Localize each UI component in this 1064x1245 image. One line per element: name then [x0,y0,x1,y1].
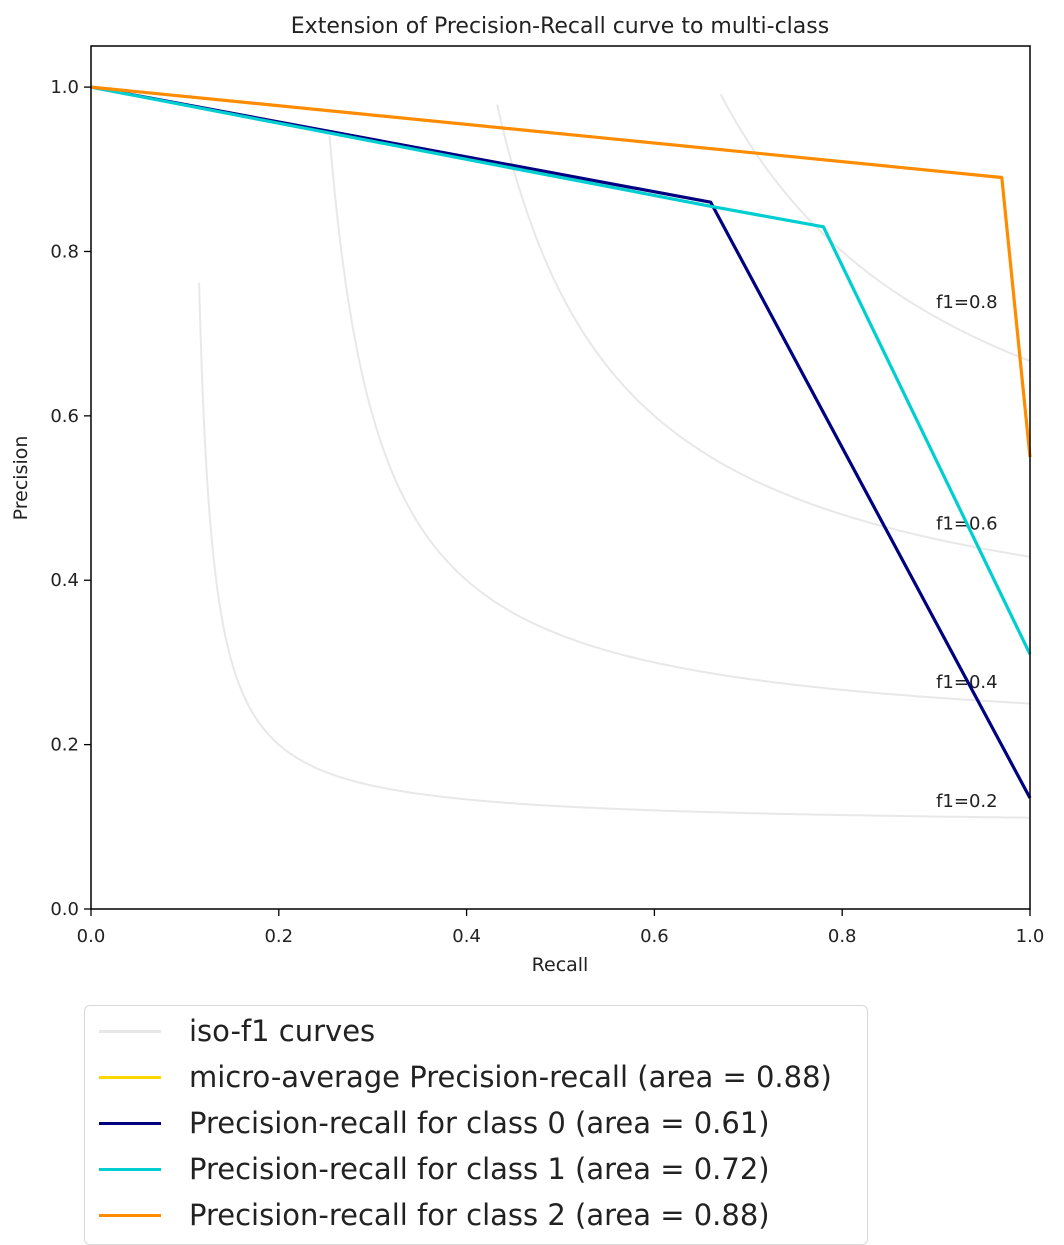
x-tick-label: 0.2 [264,926,293,947]
y-tick-label: 1.0 [50,77,79,98]
legend: iso-f1 curves micro-average Precision-re… [84,1005,868,1245]
legend-item-class-0: Precision-recall for class 0 (area = 0.6… [99,1103,770,1143]
iso-f1-curve-0-8 [719,93,1031,363]
iso-f1-curves: f1=0.2f1=0.4f1=0.6f1=0.8 [198,93,1031,819]
y-tick-label: 0.4 [50,570,79,591]
y-tick-label: 0.2 [50,735,79,756]
pr-chart: Extension of Precision-Recall curve to m… [10,14,1044,976]
iso-f1-label-0-8: f1=0.8 [936,292,998,313]
x-axis-label: Recall [532,954,589,976]
legend-label-class-1: Precision-recall for class 1 (area = 0.7… [189,1152,770,1186]
iso-f1-curve-0-6 [496,104,1031,558]
x-tick-label: 1.0 [1016,926,1045,947]
x-tick-label: 0.6 [640,926,669,947]
plot-area-frame [90,45,1031,910]
legend-item-iso-f1: iso-f1 curves [99,1011,375,1051]
legend-label-class-0: Precision-recall for class 0 (area = 0.6… [189,1106,770,1140]
legend-swatch-iso-f1 [99,1029,161,1033]
legend-item-class-2: Precision-recall for class 2 (area = 0.8… [99,1195,770,1235]
x-tick-label: 0.0 [77,926,106,947]
iso-f1-label-0-2: f1=0.2 [936,791,998,812]
y-tick-label: 0.0 [50,899,79,920]
series-line-2 [90,85,1032,655]
legend-swatch-class-2 [99,1213,161,1217]
axis-ticks: 0.0 0.2 0.4 0.6 0.8 1.0 0.0 0.2 0.4 0.6 0.8 1.0 [50,77,1044,947]
series-line-3 [90,85,1032,458]
y-axis-label: Precision [10,436,32,521]
iso-f1-curve-0-2 [198,282,1031,819]
legend-label-class-2: Precision-recall for class 2 (area = 0.8… [189,1198,770,1232]
legend-swatch-class-1 [99,1167,161,1171]
legend-swatch-class-0 [99,1121,161,1125]
series-lines [90,85,1032,799]
y-tick-label: 0.6 [50,406,79,427]
legend-item-class-1: Precision-recall for class 1 (area = 0.7… [99,1149,770,1189]
legend-label-iso-f1: iso-f1 curves [189,1014,376,1048]
x-tick-label: 0.4 [452,926,481,947]
y-tick-label: 0.8 [50,241,79,262]
legend-swatch-micro-average [99,1075,161,1079]
series-line-1 [90,85,1032,799]
legend-item-micro-average: micro-average Precision-recall (area = 0… [99,1057,832,1097]
legend-label-micro-average: micro-average Precision-recall (area = 0… [189,1060,832,1094]
x-tick-label: 0.8 [828,926,857,947]
iso-f1-curve-0-4 [328,135,1031,705]
chart-title: Extension of Precision-Recall curve to m… [291,14,829,39]
